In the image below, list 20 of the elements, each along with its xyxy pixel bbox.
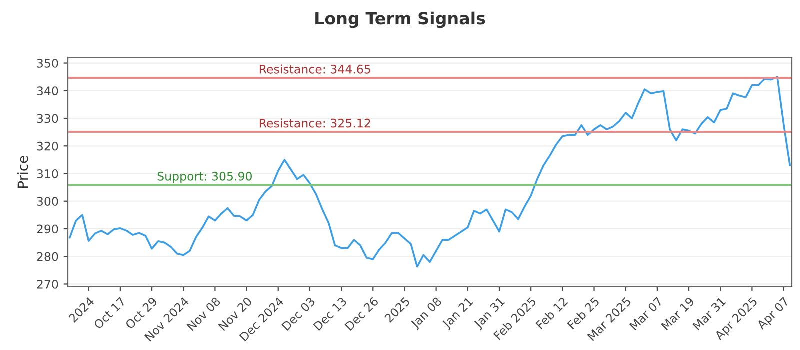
x-tick-label: Jan 21 bbox=[441, 296, 476, 331]
y-tick-label: 300 bbox=[37, 197, 58, 206]
y-tick-label: 310 bbox=[37, 169, 58, 178]
y-tick-label: 330 bbox=[37, 114, 58, 124]
y-tick-label: 350 bbox=[37, 58, 58, 68]
line-series bbox=[68, 76, 792, 268]
x-tick-label: Apr 07 bbox=[756, 296, 792, 332]
y-tick-label: 320 bbox=[37, 142, 58, 151]
ref-line-label: Resistance: 344.65 bbox=[260, 64, 370, 74]
chart-title: Long Term Signals bbox=[316, 12, 486, 28]
y-tick-label: 290 bbox=[37, 224, 58, 234]
y-tick-label: 340 bbox=[37, 86, 58, 96]
y-tick-label: 280 bbox=[37, 252, 58, 262]
ref-line-label: Support: 305.90 bbox=[158, 172, 252, 184]
x-tick-label: Feb 12 bbox=[535, 296, 568, 330]
x-tick-label: Oct 17 bbox=[93, 296, 126, 330]
y-axis-title: Price bbox=[17, 156, 28, 188]
y-tick-label: 270 bbox=[37, 280, 58, 289]
ref-line-label: Resistance: 325.12 bbox=[260, 118, 370, 128]
x-tick-label: Jan 08 bbox=[410, 296, 444, 331]
